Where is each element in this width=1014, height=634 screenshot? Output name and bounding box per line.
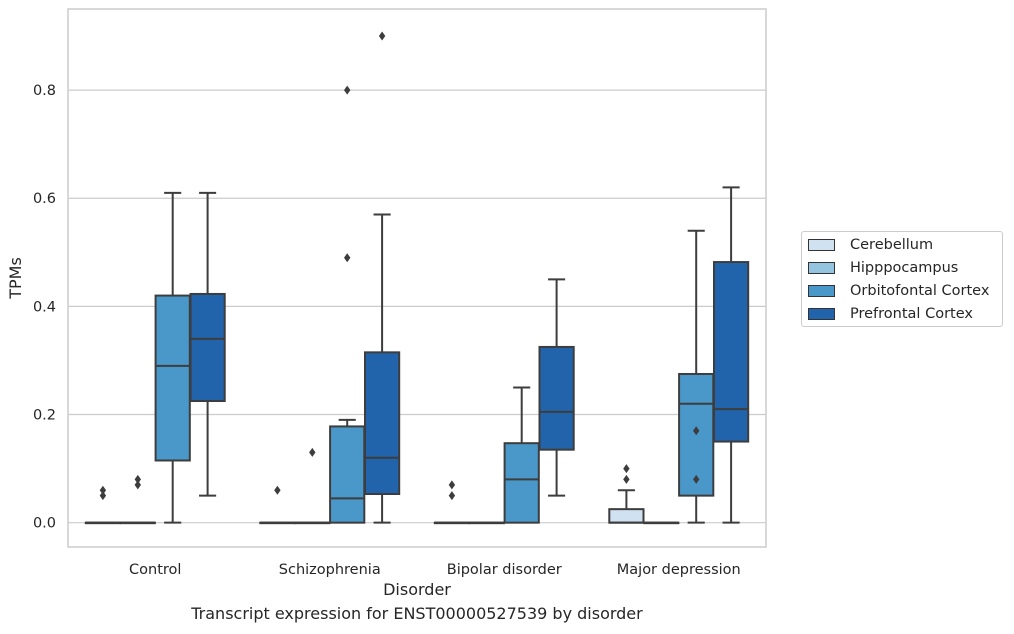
box-2-0 [433, 480, 471, 525]
y-axis-label: TPMs [6, 257, 25, 300]
y-tick-label: 0.8 [33, 83, 56, 99]
outlier-point [99, 491, 107, 501]
outlier-point [448, 480, 456, 490]
y-tick-label: 0.4 [33, 299, 56, 315]
box-0-1 [119, 474, 156, 525]
legend-item-orbitofrontal: Orbitofontal Cortex [808, 281, 989, 301]
outlier-point [448, 491, 456, 501]
outlier-point [378, 31, 386, 41]
figure-caption: Transcript expression for ENST0000052753… [191, 604, 643, 623]
box-0-3 [189, 191, 226, 497]
legend-swatch-hippocampus [808, 262, 835, 274]
legend-label-hippocampus: Hipppocampus [850, 260, 959, 276]
box-body [503, 442, 540, 524]
box-2-3 [538, 278, 575, 497]
y-tick-labels: 0.0 0.2 0.4 0.6 0.8 [33, 83, 56, 532]
box-3-0 [608, 464, 645, 524]
y-tick-label: 0.2 [33, 408, 56, 424]
box-3-3 [712, 186, 750, 524]
legend-swatch-cerebellum [808, 239, 835, 251]
plot-frame [67, 8, 767, 548]
x-axis-label: Disorder [383, 580, 451, 599]
x-tick-labels: Control Schizophrenia Bipolar disorder Majo… [129, 562, 741, 578]
outlier-point [693, 474, 700, 484]
box-body [538, 345, 575, 451]
outlier-point [274, 485, 281, 495]
box-layer [84, 31, 750, 525]
x-tick-label: Schizophrenia [279, 562, 381, 578]
outlier-point [344, 253, 351, 263]
x-tick-label: Bipolar disorder [447, 562, 562, 578]
x-tick-label: Major depression [617, 562, 741, 578]
x-tick-label: Control [129, 562, 181, 578]
legend-label-orbitofrontal: Orbitofontal Cortex [850, 283, 990, 299]
y-tick-label: 0.6 [33, 191, 56, 207]
box-3-2 [678, 229, 715, 524]
y-tick-label: 0.0 [33, 516, 56, 532]
box-0-0 [84, 485, 122, 525]
outlier-point [134, 474, 141, 484]
outlier-point [134, 480, 141, 490]
outlier-point [309, 447, 316, 457]
box-body [363, 351, 401, 496]
box-2-1 [468, 521, 505, 525]
box-0-2 [154, 191, 191, 524]
box-body [608, 508, 645, 524]
legend: Cerebellum Hipppocampus Orbitofontal Cor… [801, 231, 1003, 327]
box-1-2 [329, 85, 366, 524]
outlier-point [99, 485, 107, 495]
box-body [712, 261, 750, 443]
box-1-3 [363, 31, 401, 524]
box-1-1 [294, 447, 331, 525]
legend-swatch-prefrontal [808, 308, 835, 320]
legend-swatch-orbitofrontal [808, 285, 835, 297]
box-body [189, 292, 226, 403]
box-3-1 [643, 521, 680, 525]
legend-label-prefrontal: Prefrontal Cortex [850, 306, 973, 322]
box-body [329, 425, 366, 524]
box-2-2 [503, 386, 540, 524]
outlier-point [693, 426, 700, 436]
outlier-point [344, 85, 351, 95]
legend-item-cerebellum: Cerebellum [808, 235, 933, 255]
legend-item-prefrontal: Prefrontal Cortex [808, 304, 973, 324]
box-1-0 [259, 485, 296, 525]
outlier-point [623, 464, 630, 474]
outlier-point [623, 474, 630, 484]
legend-label-cerebellum: Cerebellum [850, 237, 934, 253]
box-body [154, 294, 191, 462]
legend-item-hippocampus: Hipppocampus [808, 258, 958, 278]
